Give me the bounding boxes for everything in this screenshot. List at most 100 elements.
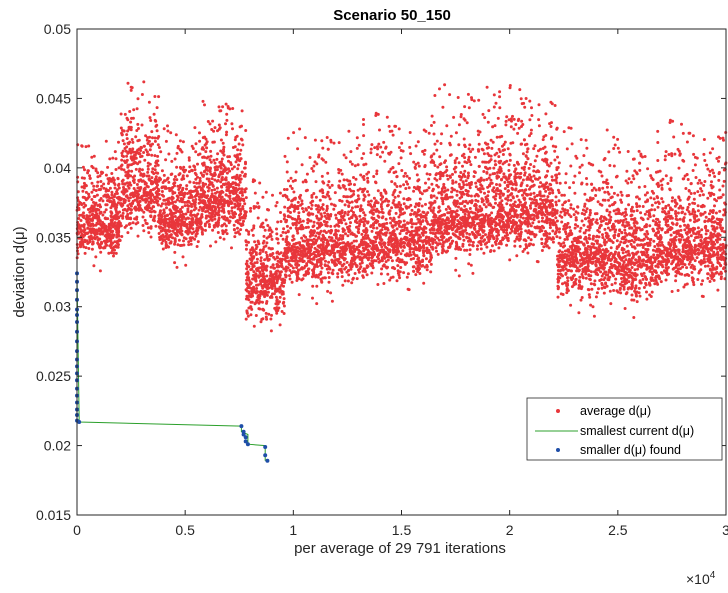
average-point <box>289 176 293 180</box>
average-point <box>149 235 153 239</box>
average-point <box>398 184 402 188</box>
average-point <box>394 211 398 215</box>
average-point <box>154 124 158 128</box>
average-point <box>229 215 232 219</box>
average-point <box>418 186 422 189</box>
average-point <box>315 238 319 242</box>
average-point <box>248 251 252 255</box>
average-point <box>211 209 215 213</box>
average-point <box>419 220 423 224</box>
average-point <box>90 198 94 201</box>
average-point <box>338 186 342 190</box>
average-point <box>120 179 124 183</box>
average-point <box>398 208 402 212</box>
average-point <box>82 205 86 209</box>
average-point <box>228 155 231 159</box>
average-point <box>146 153 149 157</box>
average-point <box>215 168 219 172</box>
average-point <box>216 231 220 234</box>
average-point <box>319 264 322 268</box>
average-point <box>243 166 247 170</box>
average-point <box>381 211 385 215</box>
average-point <box>414 144 418 148</box>
average-point <box>136 162 140 166</box>
average-point <box>163 198 167 202</box>
average-point <box>380 267 384 271</box>
average-point <box>291 205 295 209</box>
average-point <box>150 130 154 134</box>
average-point <box>262 262 266 266</box>
average-point <box>173 261 177 265</box>
average-point <box>236 226 239 230</box>
average-point <box>191 227 195 231</box>
average-point <box>379 203 383 206</box>
average-point <box>280 278 284 282</box>
average-point <box>229 163 233 167</box>
average-point <box>389 221 393 225</box>
average-point <box>142 229 146 233</box>
average-point <box>405 275 409 279</box>
average-point <box>247 276 251 280</box>
average-point <box>370 216 374 220</box>
average-point <box>226 106 230 110</box>
average-point <box>118 221 122 225</box>
average-point <box>278 288 282 291</box>
average-point <box>430 124 433 127</box>
average-point <box>147 231 151 235</box>
average-point <box>453 199 457 203</box>
average-point <box>116 212 120 215</box>
average-point <box>389 167 393 171</box>
average-point <box>291 266 295 270</box>
average-point <box>227 181 230 185</box>
average-point <box>372 203 376 207</box>
average-point <box>371 245 375 249</box>
average-point <box>373 146 377 150</box>
average-point <box>155 161 159 165</box>
average-point <box>402 202 406 206</box>
average-point <box>454 247 458 251</box>
average-point <box>116 183 120 187</box>
average-point <box>333 204 337 208</box>
average-point <box>160 190 164 193</box>
average-point <box>286 206 290 210</box>
average-point <box>246 283 249 287</box>
average-point <box>271 275 275 279</box>
average-point <box>479 247 483 251</box>
average-point <box>285 247 289 251</box>
average-point <box>346 195 350 199</box>
average-point <box>375 248 379 252</box>
average-point <box>221 151 225 155</box>
average-point <box>92 154 96 158</box>
average-point <box>399 266 403 269</box>
average-point <box>202 155 206 159</box>
average-point <box>177 238 181 242</box>
average-point <box>405 174 409 178</box>
average-point <box>291 234 295 238</box>
average-point <box>119 126 123 130</box>
average-point <box>258 294 262 297</box>
average-point <box>372 226 375 230</box>
average-point <box>114 168 118 171</box>
average-point <box>193 168 197 172</box>
average-point <box>241 143 245 147</box>
average-point <box>110 193 114 197</box>
average-point <box>308 246 312 250</box>
average-point <box>332 141 336 145</box>
average-point <box>416 161 420 165</box>
average-point <box>467 147 471 151</box>
average-point <box>350 256 354 260</box>
average-point <box>220 184 223 188</box>
average-point <box>418 213 422 217</box>
average-point <box>259 320 263 324</box>
average-point <box>291 198 295 202</box>
average-point <box>237 142 241 146</box>
average-point <box>421 240 425 244</box>
average-point <box>228 219 232 223</box>
average-point <box>206 189 210 193</box>
average-point <box>140 168 144 172</box>
average-point <box>90 236 94 240</box>
average-point <box>427 186 431 190</box>
average-point <box>404 180 408 184</box>
average-point <box>109 179 113 183</box>
average-point <box>244 297 248 301</box>
